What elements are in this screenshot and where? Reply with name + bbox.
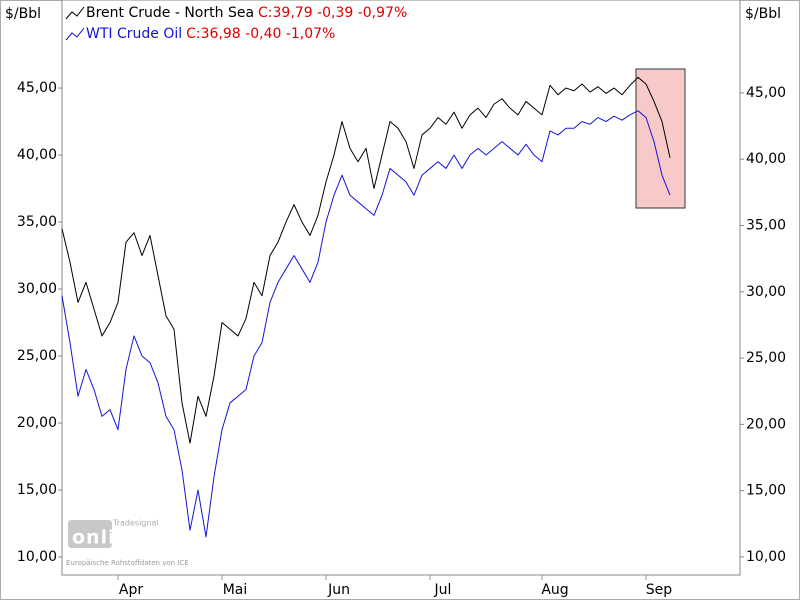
legend-icon bbox=[65, 27, 85, 41]
legend-name: WTI Crude Oil bbox=[86, 26, 182, 42]
logo-box bbox=[68, 520, 112, 548]
y2-tick-label: 35,00 bbox=[746, 218, 786, 234]
y2-tick-label: 20,00 bbox=[746, 416, 786, 432]
legend-entry: Brent Crude - North Sea C:39,79 -0,39 -0,… bbox=[86, 5, 407, 21]
x-tick-label: Aug bbox=[541, 582, 568, 598]
y2-tick-label: 45,00 bbox=[746, 85, 786, 101]
legend-quote: C:36,98 -0,40 -1,07% bbox=[186, 26, 335, 42]
y2-tick-label: 15,00 bbox=[746, 483, 786, 499]
watermark: Tradesignal online Europäische Rohstoffd… bbox=[66, 519, 189, 568]
watermark-brand: Tradesignal bbox=[112, 519, 159, 528]
watermark-logo: online bbox=[72, 527, 144, 549]
series-line bbox=[61, 76, 671, 444]
y-tick-label: 20,00 bbox=[17, 415, 57, 431]
legend-name: Brent Crude - North Sea bbox=[86, 5, 254, 21]
y2-tick-label: 10,00 bbox=[746, 549, 786, 565]
y-tick-label: 25,00 bbox=[17, 348, 57, 364]
y-tick-label: 45,00 bbox=[17, 80, 57, 96]
y-tick-label: 35,00 bbox=[17, 214, 57, 230]
x-tick-label: Apr bbox=[119, 582, 143, 598]
plot-area bbox=[61, 0, 741, 576]
x-tick-label: Sep bbox=[646, 582, 673, 598]
y-tick-label: 40,00 bbox=[17, 147, 57, 163]
y-tick-label: 15,00 bbox=[17, 482, 57, 498]
x-tick-label: Jun bbox=[327, 582, 350, 598]
y2-tick-label: 30,00 bbox=[746, 284, 786, 300]
legend-quote: C:39,79 -0,39 -0,97% bbox=[258, 5, 407, 21]
y-tick-label: 30,00 bbox=[17, 281, 57, 297]
x-tick-label: Jul bbox=[434, 582, 452, 598]
y-axis-label: $/Bbl bbox=[5, 6, 41, 22]
watermark-source: Europäische Rohstoffdaten von ICE bbox=[66, 559, 189, 567]
y2-tick-label: 40,00 bbox=[746, 151, 786, 167]
series-line bbox=[61, 110, 671, 538]
x-tick-label: Mai bbox=[223, 582, 248, 598]
y2-tick-label: 25,00 bbox=[746, 350, 786, 366]
legend-entry: WTI Crude Oil C:36,98 -0,40 -1,07% bbox=[86, 26, 335, 42]
legend-icon bbox=[65, 6, 85, 20]
y2-axis-label: $/Bbl bbox=[745, 6, 781, 22]
y-tick-label: 10,00 bbox=[17, 549, 57, 565]
highlight-box bbox=[635, 68, 686, 209]
